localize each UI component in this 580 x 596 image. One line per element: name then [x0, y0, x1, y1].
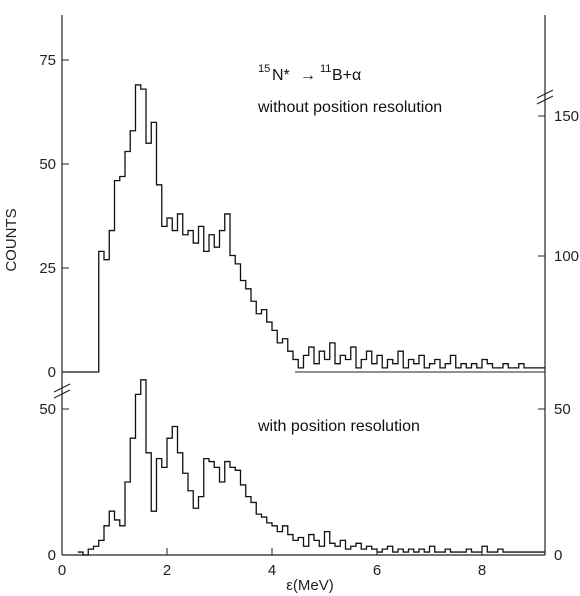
top-right-tick-label-150: 150 [554, 108, 579, 125]
plot-frame [53, 15, 554, 556]
x-tick-label-4: 4 [268, 562, 276, 579]
bottom-panel-label: with position resolution [257, 418, 420, 435]
bottom-right-tick-label-50: 50 [554, 401, 571, 418]
histogram-without-resolution [62, 84, 545, 373]
x-tick-label-6: 6 [373, 562, 381, 579]
reaction-nucleus-a: N* [272, 67, 290, 84]
top-right-tick-label-100: 100 [554, 248, 579, 265]
top-left-tick-label-0: 0 [48, 364, 56, 381]
axis-break-left [53, 383, 71, 399]
x-tick-label-2: 2 [163, 562, 171, 579]
x-tick-label-0: 0 [58, 562, 66, 579]
top-left-tick-label-50: 50 [39, 156, 56, 173]
bottom-left-tick-label-50: 50 [39, 401, 56, 418]
axis-ticks: 0 2 4 6 8 0 25 50 75 100 150 0 50 0 50 [39, 52, 579, 579]
series-without-resolution [62, 84, 545, 373]
bottom-right-tick-label-0: 0 [554, 547, 562, 564]
reaction-annotation: 15 N* → 11 B+α [258, 63, 361, 84]
top-panel-label: without position resolution [257, 99, 442, 116]
x-axis-label: ε(MeV) [286, 577, 334, 594]
histogram-with-resolution [77, 379, 545, 556]
bottom-left-tick-label-0: 0 [48, 547, 56, 564]
x-tick-label-8: 8 [478, 562, 486, 579]
reaction-mass-a: 15 [258, 63, 270, 75]
series-with-resolution [77, 379, 545, 556]
top-left-tick-label-75: 75 [39, 52, 56, 69]
top-left-tick-label-25: 25 [39, 260, 56, 277]
reaction-mass-b: 11 [320, 63, 331, 75]
y-axis-label: COUNTS [3, 208, 20, 271]
axis-break-right [536, 89, 554, 105]
reaction-products: B+α [332, 67, 361, 84]
reaction-arrow: → [300, 67, 316, 84]
